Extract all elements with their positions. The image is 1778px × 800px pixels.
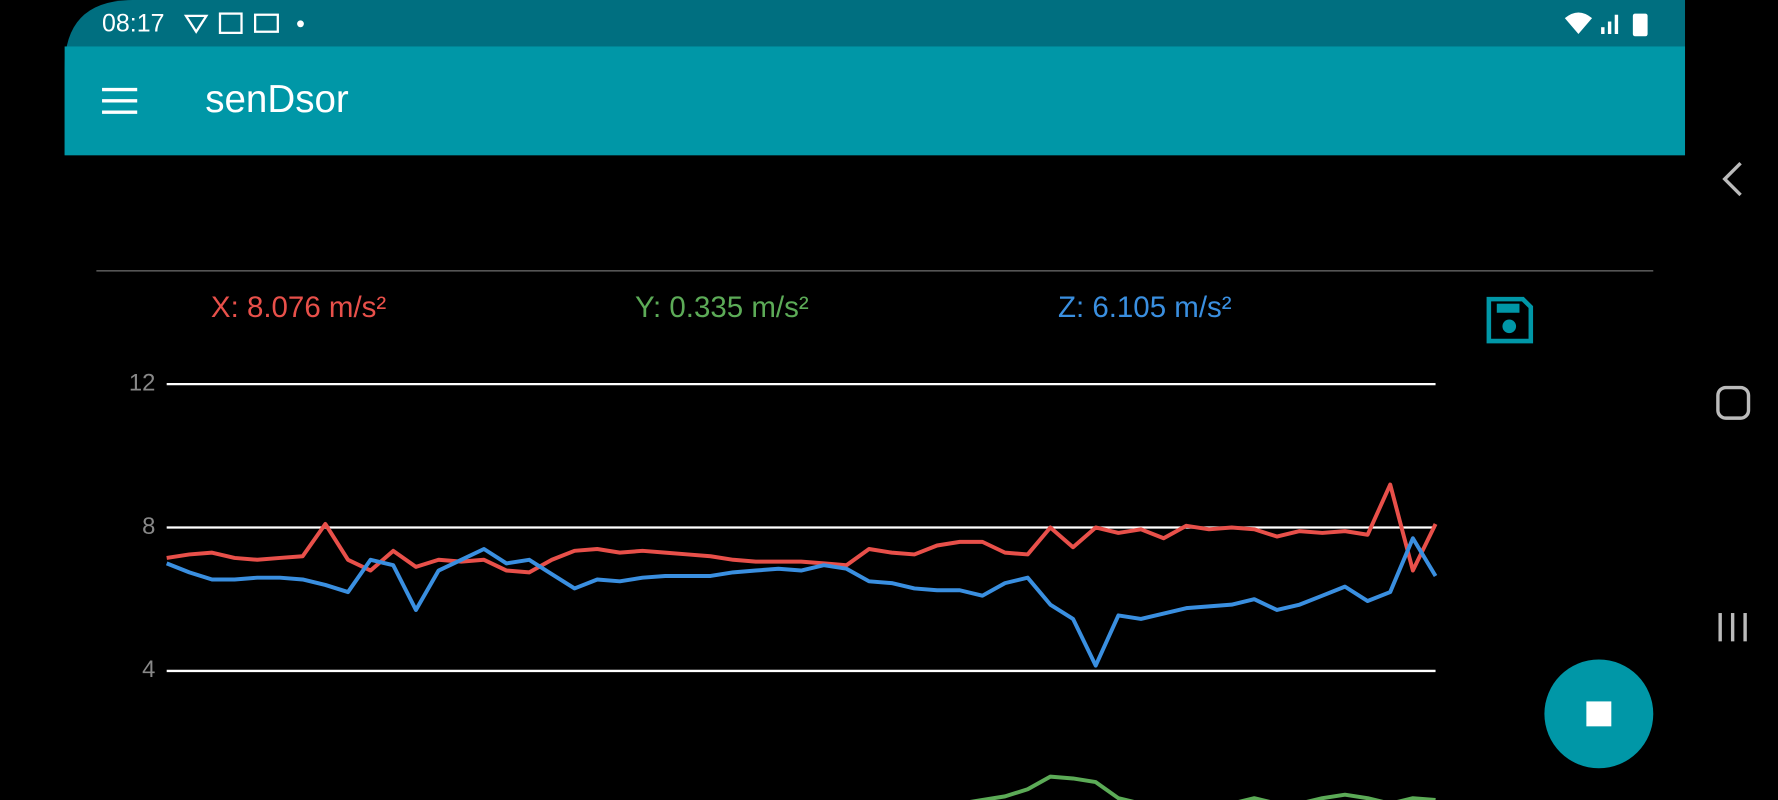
chart: 4 8 12 X: 8.076 m/s² Y: 0.335 m/s² Z: 6.105 m… — [129, 291, 1438, 800]
nav-bar — [1716, 161, 1751, 642]
nav-home[interactable] — [1716, 385, 1751, 420]
sensor-reading: Y: 0.335 m/s² — [635, 291, 809, 324]
status-icons — [183, 12, 279, 34]
status-time: 08:17 — [102, 10, 164, 38]
y-tick-label: 12 — [129, 369, 155, 396]
sensor-reading: X: 8.076 m/s² — [211, 291, 386, 324]
nav-recents[interactable] — [1718, 613, 1747, 642]
sensor-reading: Z: 6.105 m/s² — [1058, 291, 1232, 324]
y-tick-label: 4 — [142, 656, 155, 683]
app-bar — [64, 46, 1686, 156]
data-line — [166, 482, 1438, 575]
y-tick-label: 8 — [142, 513, 155, 540]
plot-area — [165, 482, 1438, 800]
status-dot — [297, 20, 304, 28]
menu-button[interactable] — [102, 87, 138, 114]
system-icons — [1564, 12, 1648, 37]
app-title: senDsor — [205, 78, 349, 121]
nav-back[interactable] — [1722, 161, 1742, 197]
save-button[interactable] — [1486, 296, 1534, 344]
data-line — [165, 536, 1438, 668]
stop-button[interactable] — [1544, 659, 1654, 769]
